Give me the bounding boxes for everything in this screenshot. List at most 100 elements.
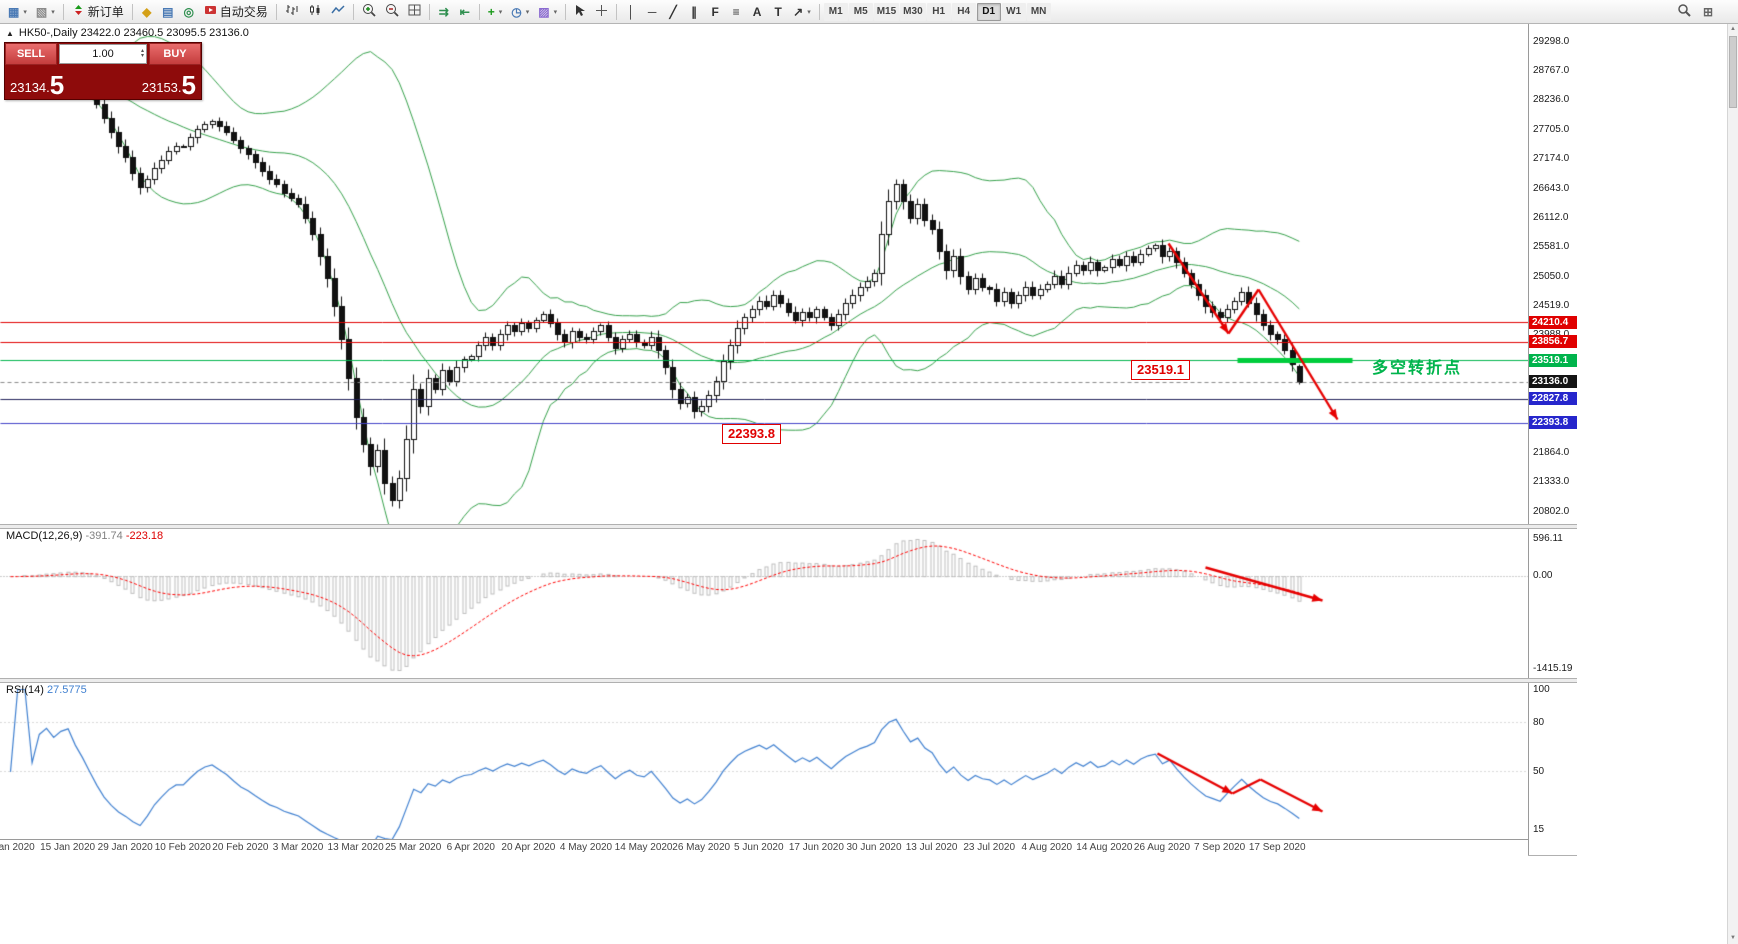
price-axis-label: 25050.0: [1533, 270, 1570, 282]
price-axis-label: 20802.0: [1533, 505, 1570, 517]
horizontal-line-icon: ─: [647, 4, 657, 19]
templates-button[interactable]: ▨ ▾: [534, 2, 561, 22]
scroll-up-icon[interactable]: ▲: [1730, 26, 1736, 32]
date-axis-label: 4 May 2020: [559, 842, 613, 853]
candlestick-mode-icon: [308, 4, 322, 19]
price-callout-23519[interactable]: 23519.1: [1131, 360, 1190, 380]
data-window-button[interactable]: ▤: [158, 2, 178, 22]
timeframe-h4-button[interactable]: H4: [951, 2, 976, 21]
new-order-label: 新订单: [87, 5, 124, 19]
date-axis-label: 17 Sep 2020: [1248, 842, 1306, 853]
zoom-out-button[interactable]: [381, 2, 403, 22]
tile-windows-button[interactable]: [404, 2, 425, 22]
text-tool-button[interactable]: A: [747, 2, 767, 22]
dropdown-arrow-icon: ▾: [807, 8, 811, 16]
scrollbar-thumb[interactable]: [1729, 36, 1737, 108]
rsi-pane: RSI(14) 27.5775: [0, 681, 1528, 839]
turning-point-note[interactable]: 多空转折点: [1372, 360, 1463, 377]
rsi-title: RSI(14): [6, 684, 44, 696]
date-axis-label: 13 Mar 2020: [327, 842, 384, 853]
search-button[interactable]: [1673, 2, 1695, 22]
trendline-button[interactable]: ╱: [663, 2, 683, 22]
timeframe-m1-button[interactable]: M1: [823, 2, 848, 21]
timeframe-m30-button[interactable]: M30: [900, 2, 926, 21]
main-chart-canvas[interactable]: [0, 24, 1528, 524]
timeframe-mn-button[interactable]: MN: [1026, 2, 1051, 21]
dropdown-arrow-icon: ▾: [498, 8, 503, 16]
channel-button[interactable]: ∥: [684, 2, 704, 22]
price-axis-label: 24519.0: [1533, 300, 1570, 312]
timeframe-d1-button[interactable]: D1: [976, 2, 1001, 21]
price-axis-label: 28767.0: [1533, 65, 1570, 77]
zoom-in-button[interactable]: [358, 2, 380, 22]
price-axis-label: 29298.0: [1533, 35, 1570, 47]
candlestick-mode-button[interactable]: [304, 2, 326, 22]
bar-chart-mode-button[interactable]: [281, 2, 303, 22]
price-axis[interactable]: 29298.0 28767.0 28236.0 27705.0 27174.0 26643…: [1528, 24, 1577, 855]
line-chart-mode-button[interactable]: [327, 2, 349, 22]
date-axis-label: 6 Apr 2020: [446, 842, 495, 853]
vertical-scrollbar[interactable]: ▲ ▼: [1727, 24, 1738, 944]
window-layout-button[interactable]: ⊞: [1698, 2, 1718, 22]
timeframe-h1-button[interactable]: H1: [926, 2, 951, 21]
cursor-icon: [574, 4, 586, 20]
price-axis-label: 27705.0: [1533, 123, 1570, 135]
vertical-line-button[interactable]: │: [621, 2, 641, 22]
fibonacci-button[interactable]: F: [705, 2, 725, 22]
buy-price[interactable]: 23153. 5: [142, 70, 196, 100]
volume-field[interactable]: 1.00 ▴ ▾: [59, 44, 147, 64]
crosshair-button[interactable]: [591, 2, 612, 22]
profiles-button[interactable]: ▧ ▾: [32, 2, 59, 22]
tile-windows-icon: [408, 4, 421, 19]
navigator-button[interactable]: ◎: [179, 2, 199, 22]
pane-splitter-macd[interactable]: [0, 524, 1577, 529]
timeframe-m15-button[interactable]: M15: [873, 2, 900, 21]
periods-button[interactable]: ◷ ▾: [507, 2, 533, 22]
timeframe-w1-button[interactable]: W1: [1001, 2, 1026, 21]
sell-price[interactable]: 23134. 5: [10, 72, 64, 98]
date-axis-label: 20 Feb 2020: [212, 842, 269, 853]
date-axis-label: 14 May 2020: [614, 842, 673, 853]
macd-value-main: -391.74: [85, 530, 123, 542]
toolbar-separator: [131, 3, 133, 20]
scroll-down-icon[interactable]: ▼: [1730, 935, 1736, 941]
arrows-tool-button[interactable]: ↗ ▾: [789, 2, 815, 22]
indicators-button[interactable]: + ▾: [484, 2, 507, 22]
market-watch-button[interactable]: ◆: [137, 2, 157, 22]
buy-button[interactable]: BUY: [149, 43, 201, 65]
autotrading-button[interactable]: 自动交易: [200, 2, 272, 22]
market-watch-icon: ◆: [142, 4, 152, 19]
volume-up-icon[interactable]: ▴: [140, 48, 144, 54]
label-tool-button[interactable]: T: [768, 2, 788, 22]
crosshair-icon: [595, 4, 608, 20]
toolbar-separator: [62, 3, 64, 20]
one-click-toggle-icon[interactable]: ▲: [6, 28, 14, 38]
toolbar-separator: [478, 3, 480, 20]
profiles-icon: ▧: [35, 4, 48, 19]
objects-list-icon: ≡: [732, 4, 740, 19]
objects-list-button[interactable]: ≡: [726, 2, 746, 22]
vertical-line-icon: │: [627, 4, 635, 19]
macd-canvas[interactable]: [0, 527, 1528, 678]
timeframe-m5-button[interactable]: M5: [848, 2, 873, 21]
callout-text: 23519.1: [1137, 362, 1184, 377]
date-axis-label: 7 Sep 2020: [1194, 842, 1246, 853]
price-axis-label: 23988.0: [1533, 329, 1569, 340]
rsi-canvas[interactable]: [0, 681, 1528, 839]
buy-price-big: 5: [181, 70, 196, 100]
volume-down-icon[interactable]: ▾: [140, 53, 144, 59]
price-callout-22393[interactable]: 22393.8: [722, 424, 781, 444]
auto-scroll-button[interactable]: ⇉: [434, 2, 454, 22]
new-chart-button[interactable]: ▦ ▾: [4, 2, 31, 22]
line-chart-mode-icon: [331, 4, 345, 19]
price-tag-23519-1: 23519.1: [1529, 353, 1577, 367]
price-tag-22393-8: 22393.8: [1529, 416, 1577, 430]
pane-splitter-rsi[interactable]: [0, 678, 1577, 683]
horizontal-line-button[interactable]: ─: [642, 2, 662, 22]
sell-button[interactable]: SELL: [5, 43, 57, 65]
new-order-button[interactable]: 新订单: [68, 2, 128, 22]
chart-shift-button[interactable]: ⇤: [455, 2, 475, 22]
cursor-button[interactable]: [570, 2, 590, 22]
toolbar-separator: [616, 3, 618, 20]
